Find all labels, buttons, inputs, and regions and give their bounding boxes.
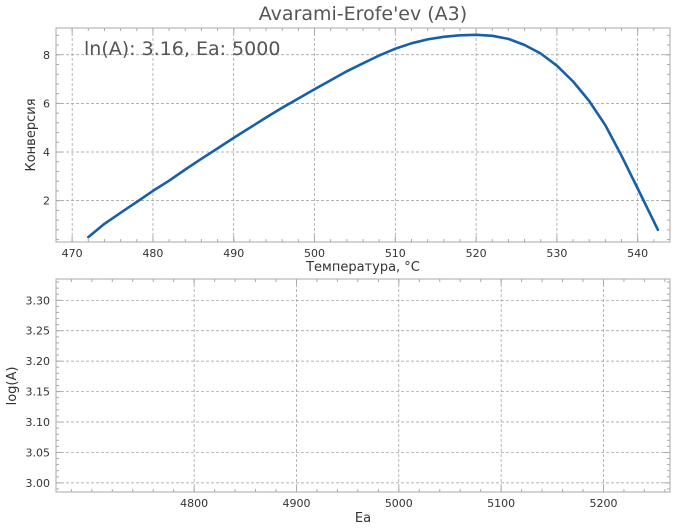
y-tick-label: 2 xyxy=(43,195,50,208)
top-plot-frame xyxy=(55,27,671,243)
y-tick-label: 4 xyxy=(43,146,50,159)
x-tick-label: 530 xyxy=(546,247,567,260)
x-tick-label: 5200 xyxy=(589,497,617,510)
y-tick-label: 3.05 xyxy=(26,446,51,459)
top-x-axis-label: Температура, °C xyxy=(305,260,420,275)
y-tick-label: 3.25 xyxy=(26,325,51,338)
bottom-minor-ticks xyxy=(56,279,670,492)
x-tick-label: 540 xyxy=(627,247,648,260)
conversion-series-line xyxy=(87,33,660,239)
bottom-plot-frame xyxy=(55,278,671,493)
top-grid xyxy=(56,28,670,242)
top-series-group xyxy=(87,33,660,239)
bottom-grid xyxy=(56,279,670,492)
x-tick-label: 490 xyxy=(223,247,244,260)
x-tick-label: 470 xyxy=(62,247,83,260)
x-tick-label: 500 xyxy=(304,247,325,260)
x-tick-label: 510 xyxy=(385,247,406,260)
y-tick-label: 3.10 xyxy=(26,416,51,429)
y-tick-label: 6 xyxy=(43,97,50,110)
bottom-x-axis-label: Ea xyxy=(355,511,371,526)
x-tick-label: 480 xyxy=(142,247,163,260)
y-tick-label: 3.00 xyxy=(26,477,51,490)
y-tick-label: 3.15 xyxy=(26,386,51,399)
bottom-y-tick-labels: 3.00 3.05 3.10 3.15 3.20 3.25 3.30 xyxy=(26,294,51,490)
top-chart-annotation: ln(A): 3.16, Ea: 5000 xyxy=(84,38,280,60)
top-chart-title: Avarami-Erofe'ev (A3) xyxy=(259,3,467,25)
y-tick-label: 8 xyxy=(43,49,50,62)
conversion-chart: 470 480 490 500 510 520 530 540 2 4 6 8 Avarami-Er… xyxy=(24,3,671,275)
top-y-tick-labels: 2 4 6 8 xyxy=(43,49,50,208)
x-tick-label: 5100 xyxy=(487,497,515,510)
bottom-x-tick-labels: 4800 4900 5000 5100 5200 xyxy=(180,497,617,510)
top-x-tick-labels: 470 480 490 500 510 520 530 540 xyxy=(62,247,649,260)
x-tick-label: 4900 xyxy=(282,497,310,510)
x-tick-label: 520 xyxy=(466,247,487,260)
y-tick-label: 3.20 xyxy=(26,355,51,368)
loga-vs-ea-chart: 4800 4900 5000 5100 5200 3.00 3.05 3.10 3.15 3.2… xyxy=(5,278,671,526)
bottom-y-axis-label: log(A) xyxy=(5,367,20,406)
y-tick-label: 3.30 xyxy=(26,294,51,307)
x-tick-label: 5000 xyxy=(385,497,413,510)
top-minor-ticks xyxy=(55,28,671,242)
x-tick-label: 4800 xyxy=(180,497,208,510)
top-y-axis-label: Конверсия xyxy=(24,98,39,171)
